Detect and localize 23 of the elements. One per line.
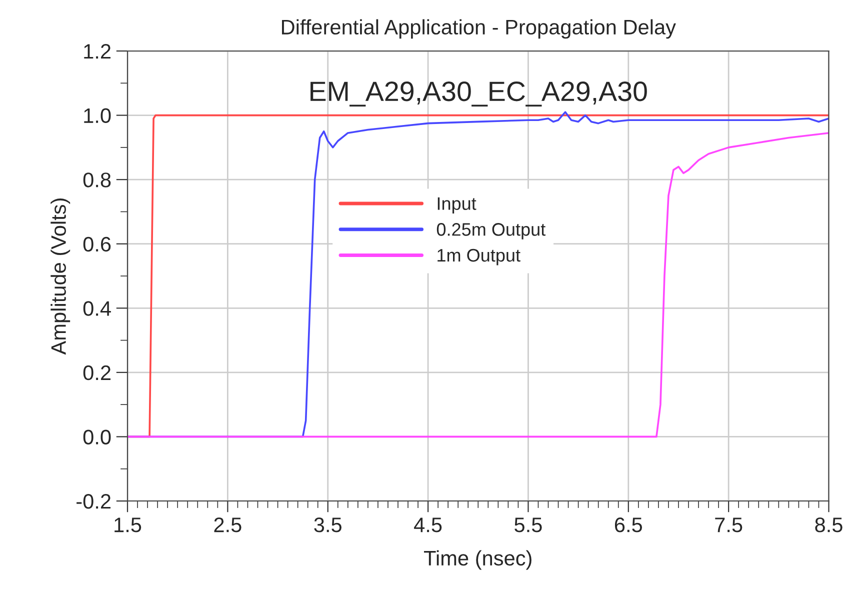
y-tick-label: 0.2 [83,365,110,380]
x-tick-label: 7.5 [715,518,742,532]
x-tick-label: 1.5 [114,518,142,532]
legend-label: 0.25m Output [436,223,546,240]
legend-label: 1m Output [438,248,520,266]
x-axis-title: Time (nsec) [424,550,532,570]
y-tick-label: 0.8 [83,172,111,188]
y-tick-label: 0.4 [83,301,111,316]
legend-label: Input [438,197,476,214]
x-tick-label: 4.5 [414,518,442,532]
y-tick-label: 1.0 [84,108,111,124]
y-tick-label: 1.2 [84,44,110,59]
x-tick-label: 8.5 [815,518,842,532]
chart-title: Differential Application - Propagation Delay [282,19,676,39]
y-tick-label: 0.6 [83,236,111,252]
x-tick-label: 3.5 [314,518,342,532]
x-tick-label: 6.5 [614,518,642,532]
y-axis-title: Amplitude (Volts) [50,198,70,355]
y-tick-label: 0.0 [83,430,111,444]
annotation: EM_A29,A30_EC_A29,A30 [310,82,647,106]
x-tick-label: 2.5 [214,518,242,532]
y-tick-label: -0.2 [76,494,110,509]
x-tick-label: 5.5 [514,518,542,532]
